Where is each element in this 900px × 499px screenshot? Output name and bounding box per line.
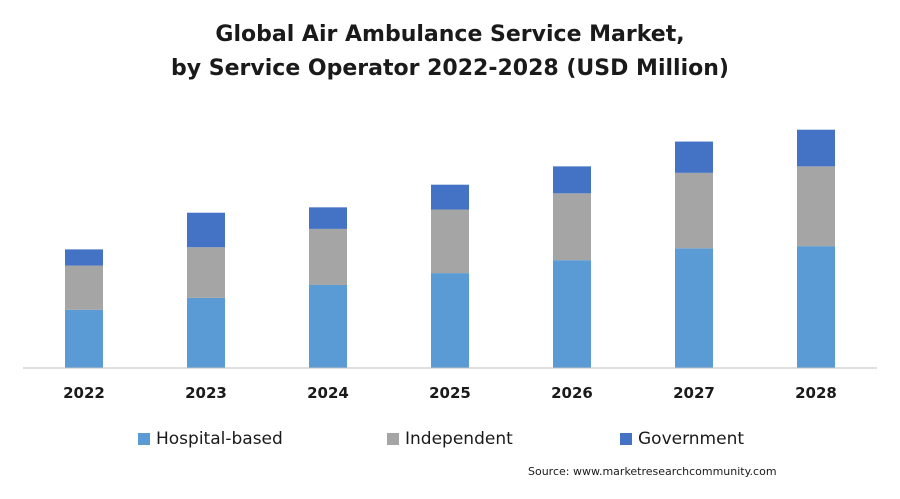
x-tick-label-2025: 2025 [429,384,471,402]
legend: Hospital-based Independent Government [0,429,900,451]
legend-swatch-hospital-based [138,433,150,445]
legend-label-independent: Independent [405,429,513,449]
bar-2022-government [65,249,103,266]
chart-title: Global Air Ambulance Service Market, by … [0,18,900,86]
bar-2025-government [431,184,469,210]
bar-2025-hospital-based [431,273,469,368]
legend-item-government: Government [620,429,744,449]
bar-2023-independent [187,247,225,298]
legend-swatch-independent [387,433,399,445]
bar-2022-hospital-based [65,309,103,368]
bar-2024-government [309,207,347,229]
bar-2028-hospital-based [797,246,835,368]
bar-2023-hospital-based [187,297,225,368]
chart-title-line-1: Global Air Ambulance Service Market, [215,22,685,47]
source-note: Source: www.marketresearchcommunity.com [528,465,777,478]
bar-2028-government [797,129,835,167]
chart-title-line-2: by Service Operator 2022-2028 (USD Milli… [171,56,729,81]
legend-label-hospital-based: Hospital-based [156,429,283,449]
bar-2026-independent [553,193,591,261]
bar-2022-independent [65,265,103,310]
legend-item-independent: Independent [387,429,513,449]
x-tick-label-2022: 2022 [63,384,105,402]
bar-group [65,129,835,368]
x-tick-labels: 2022 2023 2024 2025 2026 2027 2028 [63,384,837,402]
legend-label-government: Government [638,429,745,449]
x-tick-label-2026: 2026 [551,384,593,402]
legend-swatch-government [620,433,632,445]
bar-2026-hospital-based [553,260,591,368]
bar-2023-government [187,212,225,248]
bar-2025-independent [431,209,469,274]
bar-2026-government [553,166,591,194]
bar-2027-independent [675,172,713,249]
bar-2024-independent [309,228,347,285]
bar-2024-hospital-based [309,284,347,368]
x-tick-label-2024: 2024 [307,384,349,402]
bar-2027-government [675,141,713,173]
bar-2027-hospital-based [675,248,713,368]
x-tick-label-2028: 2028 [795,384,837,402]
bar-2028-independent [797,166,835,247]
x-tick-label-2023: 2023 [185,384,227,402]
legend-item-hospital-based: Hospital-based [138,429,283,449]
x-tick-label-2027: 2027 [673,384,715,402]
